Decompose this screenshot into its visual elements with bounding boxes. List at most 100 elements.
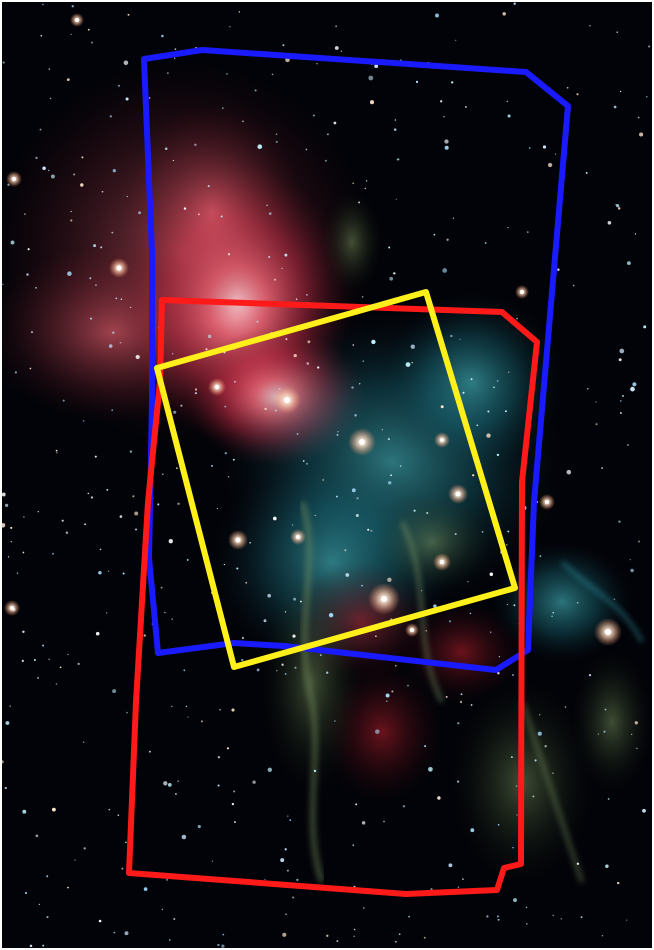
star — [289, 819, 292, 822]
star — [313, 769, 317, 773]
star — [497, 671, 500, 675]
star — [61, 519, 64, 522]
star — [619, 412, 622, 414]
star — [70, 33, 72, 36]
star — [352, 844, 355, 846]
star — [616, 204, 620, 208]
star — [433, 604, 437, 608]
star — [101, 190, 104, 193]
star — [126, 195, 128, 198]
star — [626, 919, 628, 921]
star — [211, 860, 214, 862]
star — [433, 233, 436, 236]
star — [23, 516, 25, 518]
star — [603, 730, 606, 733]
star — [126, 711, 128, 714]
star — [516, 814, 518, 816]
star — [95, 284, 97, 286]
star — [564, 706, 567, 708]
star — [120, 298, 123, 300]
star — [512, 846, 514, 849]
star — [326, 671, 329, 674]
star — [10, 240, 15, 245]
star — [328, 612, 334, 618]
star — [355, 803, 358, 806]
star — [539, 555, 542, 558]
star — [100, 246, 103, 249]
star — [233, 790, 236, 793]
star — [387, 438, 390, 441]
star — [65, 531, 69, 534]
star — [99, 548, 102, 551]
star — [292, 634, 296, 638]
star — [172, 353, 174, 355]
star — [29, 367, 32, 370]
star — [129, 306, 132, 309]
star — [353, 928, 356, 931]
star — [352, 344, 355, 346]
star — [70, 219, 73, 222]
star — [42, 944, 45, 947]
star — [393, 128, 397, 131]
star — [2, 760, 4, 764]
star — [580, 916, 583, 919]
star — [627, 261, 631, 265]
star — [537, 731, 542, 736]
star — [125, 97, 129, 101]
star — [183, 207, 187, 210]
nebula-layer — [2, 62, 652, 883]
star — [22, 809, 27, 814]
star — [134, 511, 139, 516]
star — [324, 159, 327, 162]
star — [98, 919, 102, 923]
star — [264, 878, 266, 881]
star — [493, 386, 495, 389]
star — [23, 213, 26, 216]
star — [534, 759, 537, 762]
star — [511, 673, 515, 677]
star — [217, 756, 221, 759]
star — [616, 31, 618, 33]
star — [470, 704, 473, 706]
star — [42, 644, 45, 647]
star — [601, 467, 603, 469]
star — [361, 584, 363, 587]
star — [217, 784, 220, 787]
star — [336, 940, 339, 943]
star — [177, 780, 179, 783]
star — [560, 918, 563, 920]
star — [37, 511, 39, 513]
star — [123, 60, 129, 66]
star — [402, 805, 406, 808]
star — [642, 808, 646, 813]
star — [81, 156, 84, 159]
star — [504, 410, 507, 413]
star — [42, 166, 46, 171]
star — [619, 399, 622, 402]
star — [476, 424, 479, 427]
star — [295, 298, 298, 300]
star — [605, 864, 609, 868]
star — [322, 479, 324, 481]
star — [236, 567, 239, 570]
star — [231, 708, 235, 712]
star — [497, 824, 500, 826]
star — [443, 115, 445, 118]
star — [242, 120, 244, 123]
star — [630, 386, 635, 392]
star — [9, 705, 11, 707]
star — [167, 783, 172, 787]
star — [618, 520, 621, 523]
star — [393, 272, 396, 275]
star — [411, 362, 413, 364]
star — [286, 869, 289, 872]
star — [455, 39, 457, 41]
star — [173, 918, 176, 920]
star — [87, 492, 90, 495]
star — [552, 611, 555, 614]
star — [29, 944, 33, 948]
star — [507, 530, 510, 533]
star — [498, 655, 501, 658]
star — [547, 162, 553, 168]
star — [507, 371, 510, 373]
